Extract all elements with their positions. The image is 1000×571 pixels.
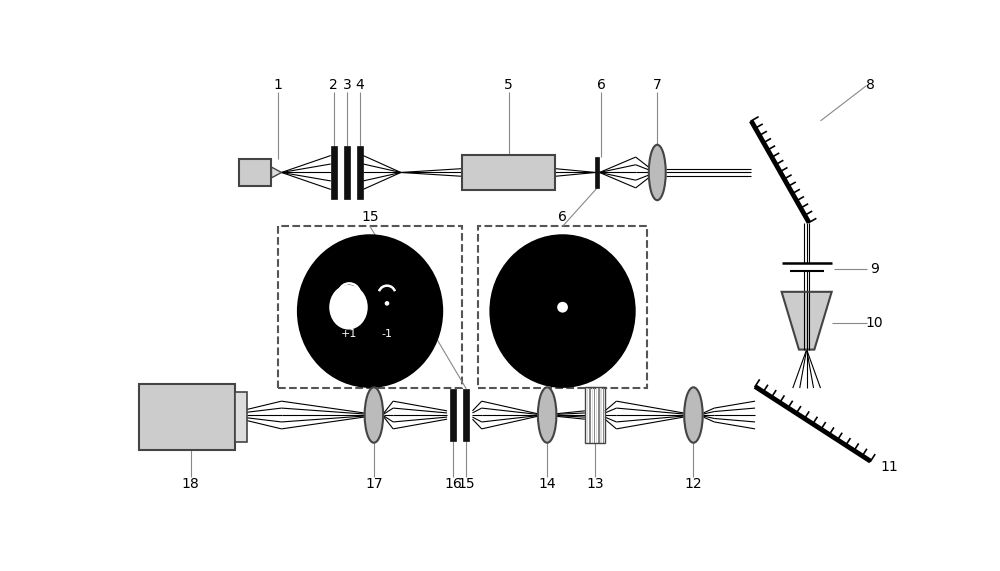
Ellipse shape <box>365 387 383 443</box>
Bar <box>592 387 593 443</box>
Text: 12: 12 <box>685 477 702 491</box>
Bar <box>600 387 602 443</box>
Bar <box>589 387 591 443</box>
Bar <box>587 387 588 443</box>
Text: 4: 4 <box>356 78 364 93</box>
Ellipse shape <box>297 234 443 388</box>
Bar <box>235 392 247 442</box>
Circle shape <box>346 302 352 308</box>
Text: 2: 2 <box>329 78 338 93</box>
Bar <box>450 389 456 441</box>
Bar <box>139 384 235 450</box>
Bar <box>357 146 363 199</box>
Text: 13: 13 <box>586 477 604 491</box>
Circle shape <box>385 301 389 305</box>
Polygon shape <box>782 292 832 349</box>
Ellipse shape <box>489 234 636 388</box>
Bar <box>278 226 462 388</box>
Text: 1: 1 <box>273 78 282 93</box>
Text: 15: 15 <box>457 477 475 491</box>
Bar <box>463 389 469 441</box>
Circle shape <box>557 302 568 312</box>
Ellipse shape <box>538 387 556 443</box>
Text: 5: 5 <box>504 78 513 93</box>
Text: 11: 11 <box>881 460 899 473</box>
Bar <box>462 155 555 190</box>
Text: 3: 3 <box>343 78 351 93</box>
Ellipse shape <box>329 285 368 329</box>
Bar <box>331 146 337 199</box>
Text: 6: 6 <box>558 210 567 224</box>
Bar <box>603 387 604 443</box>
Text: 15: 15 <box>361 210 379 224</box>
Text: 7: 7 <box>653 78 662 93</box>
Bar <box>239 159 271 186</box>
Text: +1: +1 <box>340 329 357 339</box>
Bar <box>585 387 605 443</box>
Bar <box>595 157 599 188</box>
Ellipse shape <box>649 145 666 200</box>
Text: 14: 14 <box>538 477 556 491</box>
Text: 16: 16 <box>444 477 462 491</box>
Text: 10: 10 <box>866 316 883 329</box>
Text: 8: 8 <box>866 78 875 93</box>
Bar <box>598 387 600 443</box>
Text: 18: 18 <box>182 477 200 491</box>
Text: 6: 6 <box>597 78 605 93</box>
Ellipse shape <box>684 387 703 443</box>
Bar <box>596 387 597 443</box>
Bar <box>585 387 586 443</box>
Polygon shape <box>271 167 282 178</box>
Text: 17: 17 <box>365 477 383 491</box>
Text: -1: -1 <box>381 329 392 339</box>
Text: 9: 9 <box>870 262 879 276</box>
Bar <box>344 146 350 199</box>
Bar <box>478 226 647 388</box>
Bar <box>594 387 595 443</box>
